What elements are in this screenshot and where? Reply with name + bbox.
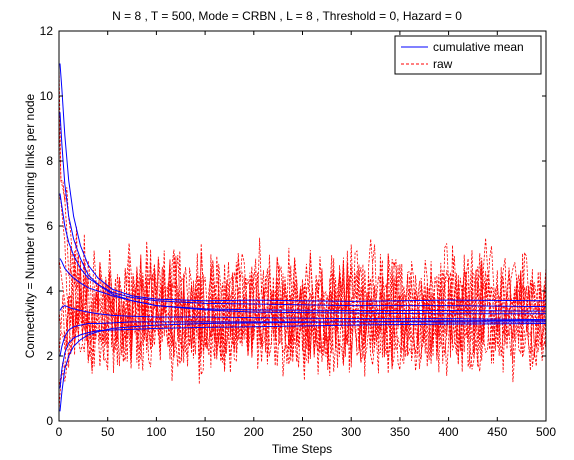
y-tick-label: 4 <box>46 284 53 298</box>
cumulative-mean-line-5 <box>59 305 546 321</box>
y-tick-label: 6 <box>46 219 53 233</box>
y-tick-label: 2 <box>46 349 53 363</box>
x-tick-label: 500 <box>536 425 556 439</box>
y-axis: 0 2 4 6 8 10 12 <box>40 24 546 428</box>
cumulative-mean-line-3 <box>59 193 546 312</box>
legend: cumulative mean raw <box>394 35 542 75</box>
x-tick-label: 150 <box>195 425 215 439</box>
cumulative-mean-series-layer <box>59 63 546 412</box>
x-tick-label: 400 <box>439 425 459 439</box>
cumulative-mean-line-4 <box>59 258 546 315</box>
raw-series-line-5 <box>59 253 546 385</box>
y-axis-label: Connectivity = Number of incoming links … <box>23 93 37 358</box>
x-tick-label: 200 <box>244 425 264 439</box>
x-tick-label: 50 <box>101 425 115 439</box>
raw-series-line-1 <box>59 63 546 367</box>
raw-series-line-2 <box>59 112 546 373</box>
raw-series-line-7 <box>59 274 546 389</box>
raw-series-line-4 <box>59 255 546 373</box>
x-tick-label: 300 <box>341 425 361 439</box>
y-tick-label: 8 <box>46 154 53 168</box>
legend-label-cumulative-mean: cumulative mean <box>433 40 524 54</box>
cumulative-mean-line-2 <box>59 112 546 308</box>
x-tick-label: 0 <box>56 425 63 439</box>
plot-area <box>58 30 547 422</box>
cumulative-mean-line-8 <box>59 319 546 412</box>
y-tick-label: 12 <box>40 24 54 38</box>
legend-box <box>394 35 542 75</box>
legend-label-raw: raw <box>433 57 453 71</box>
x-axis: 0 50 100 150 200 250 300 350 400 450 500 <box>56 31 556 439</box>
y-tick-label: 10 <box>40 89 54 103</box>
raw-series-line-8 <box>59 265 546 412</box>
plot-background <box>59 31 546 421</box>
cumulative-mean-line-1 <box>59 63 546 302</box>
x-tick-label: 350 <box>390 425 410 439</box>
x-tick-label: 450 <box>487 425 507 439</box>
x-tick-label: 100 <box>146 425 166 439</box>
chart-title: N = 8 , T = 500, Mode = CRBN , L = 8 , T… <box>112 9 462 23</box>
y-tick-label: 0 <box>46 414 53 428</box>
raw-series-line-6 <box>59 267 546 377</box>
x-tick-label: 250 <box>292 425 312 439</box>
x-axis-label: Time Steps <box>272 442 332 456</box>
